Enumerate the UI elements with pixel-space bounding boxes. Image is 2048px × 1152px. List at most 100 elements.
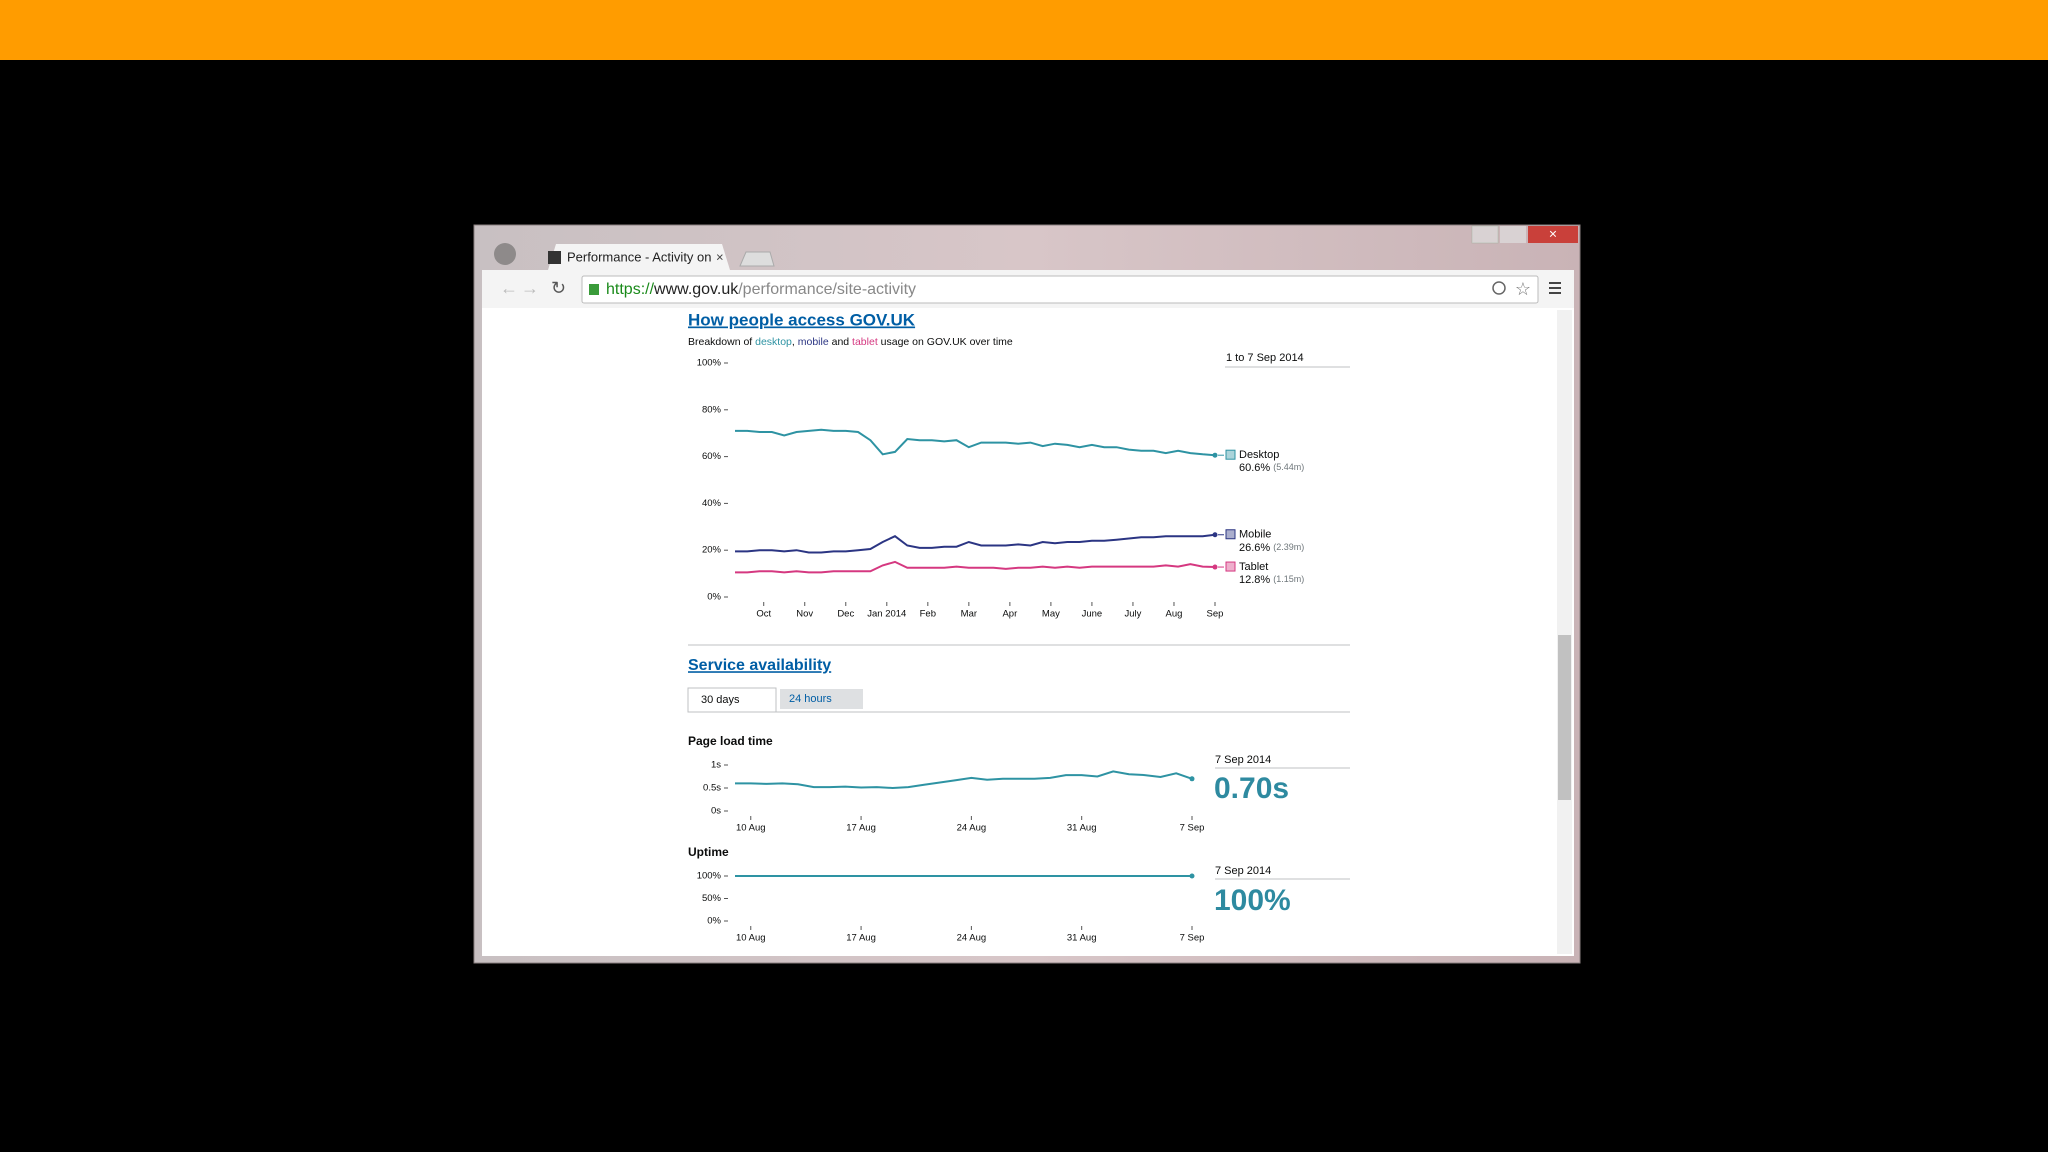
content-area [482, 308, 1574, 956]
x-tick-label: 17 Aug [846, 933, 876, 944]
y-tick-label: 100% [697, 871, 722, 882]
x-tick-label: 10 Aug [736, 933, 766, 944]
y-tick-label: 1s [711, 760, 721, 771]
line [735, 560, 1216, 574]
tab-title: Performance - Activity on [567, 249, 712, 264]
end-point [1212, 532, 1218, 538]
x-tick-label: Jan 2014 [867, 609, 906, 620]
maximize-button[interactable] [1500, 226, 1526, 243]
legend-name: Mobile [1239, 529, 1271, 541]
x-tick-label: Mar [961, 609, 977, 620]
subtitle-part: and [829, 336, 852, 348]
x-tick-label: 17 Aug [846, 823, 876, 834]
tab-close[interactable]: × [716, 249, 724, 264]
legend-share: 12.8% (1.15m) [1239, 574, 1304, 586]
y-tick-label: 0% [707, 916, 721, 927]
active-tab[interactable] [548, 244, 730, 270]
legend-share: 26.6% (2.39m) [1239, 542, 1304, 554]
new-tab-button[interactable] [739, 251, 775, 267]
legend-share: 60.6% (5.44m) [1239, 462, 1304, 474]
share: 12.8% [1239, 574, 1270, 586]
x-tick-label: Aug [1166, 609, 1183, 620]
minimize-button[interactable] [1471, 225, 1499, 244]
lock-icon [589, 284, 599, 295]
y-tick-label: 100% [697, 358, 722, 369]
bookmark-star[interactable]: ☆ [1515, 279, 1531, 299]
section-subtitle: Breakdown of desktop, mobile and tablet … [688, 336, 1013, 348]
share: 26.6% [1239, 542, 1270, 554]
reload-button[interactable]: ↻ [551, 278, 566, 298]
incognito-icon [494, 243, 516, 265]
x-tick-label: Sep [1207, 609, 1224, 620]
x-tick-label: 10 Aug [736, 823, 766, 834]
x-tick-label: 24 Aug [957, 933, 987, 944]
y-tick-label: 0s [711, 806, 721, 817]
y-tick-label: 0.5s [703, 783, 721, 794]
panel-title: Page load time [688, 734, 773, 748]
legend-name: Desktop [1239, 449, 1279, 461]
close-glyph: × [1549, 226, 1557, 242]
forward-button[interactable]: → [521, 278, 539, 298]
legend-swatch [1225, 561, 1236, 572]
panel-date: 7 Sep 2014 [1215, 865, 1271, 877]
x-tick-label: June [1082, 609, 1103, 620]
x-tick-label: Apr [1002, 609, 1017, 620]
x-tick-label: 31 Aug [1067, 933, 1097, 944]
url-path: /performance/site-activity [738, 281, 916, 298]
x-tick-label: 7 Sep [1180, 933, 1205, 944]
legend-swatch [1225, 449, 1236, 460]
subtitle-part: tablet [852, 336, 878, 348]
end-point [1189, 776, 1195, 782]
tab-24-hours[interactable] [780, 689, 863, 709]
end-point [1212, 564, 1218, 570]
x-tick-label: May [1042, 609, 1060, 620]
panel-date: 7 Sep 2014 [1215, 754, 1271, 766]
y-tick-label: 0% [707, 592, 721, 603]
menu-icon [1549, 292, 1561, 294]
panel-latest: 0.70s [1214, 772, 1289, 805]
line [735, 533, 1216, 554]
tab-label: 24 hours [789, 693, 832, 705]
legend-swatch [1225, 529, 1236, 540]
count: (2.39m) [1273, 542, 1304, 552]
back-button[interactable]: ← [500, 278, 518, 298]
tab-favicon [548, 251, 561, 264]
line [735, 428, 1216, 457]
end-point [1212, 452, 1218, 458]
section-title[interactable]: Service availability [688, 657, 831, 674]
y-tick-label: 50% [702, 893, 722, 904]
subtitle-part: mobile [798, 336, 829, 348]
url: https://www.gov.uk/performance/site-acti… [606, 281, 916, 298]
panel-latest: 100% [1214, 884, 1291, 917]
section-title[interactable]: How people access GOV.UK [688, 310, 916, 329]
y-tick-label: 40% [702, 498, 722, 509]
date-range: 1 to 7 Sep 2014 [1226, 352, 1304, 364]
menu-icon [1549, 287, 1561, 289]
close-button[interactable] [1528, 226, 1578, 243]
y-tick-label: 60% [702, 451, 722, 462]
x-tick-label: Feb [920, 609, 936, 620]
line [735, 770, 1193, 790]
subtitle-part: usage on GOV.UK over time [878, 336, 1013, 348]
panel-title: Uptime [688, 845, 729, 859]
count: (5.44m) [1273, 463, 1304, 473]
tab-30-days[interactable] [687, 687, 777, 713]
search-icon[interactable] [1492, 281, 1506, 295]
menu-icon[interactable] [1549, 282, 1561, 284]
url-host: www.gov.uk [653, 281, 739, 298]
x-tick-label: 7 Sep [1180, 823, 1205, 834]
legend-name: Tablet [1239, 561, 1268, 573]
scrollbar-thumb[interactable] [1558, 635, 1571, 800]
y-tick-label: 80% [702, 404, 722, 415]
end-point [1189, 873, 1195, 879]
address-bar[interactable] [581, 275, 1539, 304]
top-banner [0, 0, 2048, 60]
count: (1.15m) [1273, 574, 1304, 584]
subtitle-part: desktop [755, 336, 792, 348]
y-tick-label: 20% [702, 545, 722, 556]
subtitle-part: Breakdown of [688, 336, 755, 348]
share: 60.6% [1239, 462, 1270, 474]
x-tick-label: 31 Aug [1067, 823, 1097, 834]
